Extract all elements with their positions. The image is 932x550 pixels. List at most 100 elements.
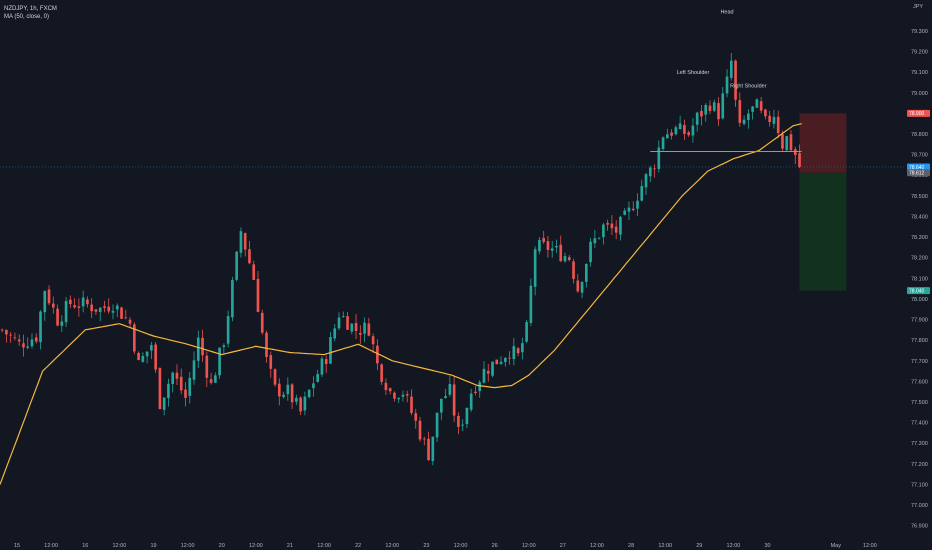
y-axis-tick-label: 79.300: [911, 29, 928, 35]
y-axis-tick-label: 78.800: [911, 132, 928, 138]
candle-body: [623, 210, 627, 215]
candle-body: [69, 299, 72, 305]
x-axis-tick-label: 19: [150, 543, 156, 549]
candle-body: [691, 125, 695, 136]
candle-body: [320, 358, 324, 375]
candle-body: [670, 132, 673, 136]
candle-body: [482, 368, 486, 383]
x-axis-tick-label: 12:00: [44, 543, 58, 549]
candle-body: [252, 264, 256, 280]
candle-body: [512, 346, 516, 360]
candle-body: [687, 132, 690, 136]
candle-body: [550, 248, 554, 251]
x-axis-tick-label: 12:00: [863, 543, 877, 549]
candle-body: [666, 134, 669, 139]
candle-body: [542, 237, 546, 242]
candle-body: [260, 312, 264, 333]
candle-body: [422, 438, 426, 440]
candle-body: [22, 343, 25, 348]
candle-body: [636, 200, 639, 209]
candle-body: [60, 321, 64, 326]
y-axis-tick-label: 79.100: [911, 70, 928, 76]
candle-body: [324, 359, 328, 365]
candle-body: [610, 223, 614, 229]
candle-body: [529, 285, 533, 323]
x-axis-tick-label: 29: [696, 543, 702, 549]
candle-body: [602, 224, 605, 238]
candle-body: [154, 344, 157, 370]
x-axis-tick-label: 28: [628, 543, 634, 549]
candle-body: [128, 319, 132, 324]
candle-body: [465, 407, 469, 425]
candle-body: [533, 249, 537, 287]
candle-body: [17, 339, 21, 342]
candle-body: [167, 383, 170, 399]
candle-body: [5, 329, 8, 335]
price-tag-box: [907, 109, 930, 117]
x-axis-tick-label: 12:00: [522, 543, 536, 549]
candle-body: [546, 241, 550, 250]
candle-body: [384, 382, 388, 391]
candle-body: [704, 104, 708, 115]
candle-body: [755, 99, 759, 108]
y-axis-tick-label: 76.900: [911, 524, 928, 530]
y-axis-tick-label: 77.100: [911, 482, 928, 488]
candle-body: [350, 323, 354, 332]
price-tag-box: [907, 287, 930, 295]
y-axis-tick-label: 77.200: [911, 462, 928, 468]
candle-body: [555, 245, 558, 248]
candle-body: [640, 186, 644, 201]
candle-body: [137, 352, 140, 361]
candle-body: [521, 343, 524, 353]
candle-body: [789, 134, 793, 151]
indicator-title[interactable]: MA (50, close, 0): [4, 14, 50, 20]
candle-body: [115, 305, 119, 310]
candle-body: [30, 339, 34, 347]
candle-body: [499, 361, 503, 364]
candle-body: [474, 391, 477, 394]
candle-body: [388, 388, 392, 392]
candle-body: [273, 369, 277, 385]
y-axis-tick-label: 78.400: [911, 214, 928, 220]
candle-body: [107, 306, 111, 312]
candle-body: [86, 299, 89, 305]
x-axis-tick-label: 12:00: [317, 543, 331, 549]
candle-body: [657, 147, 661, 170]
candle-body: [742, 119, 746, 124]
y-axis-tick-label: 78.100: [911, 276, 928, 282]
candle-body: [277, 383, 281, 397]
candle-body: [222, 345, 226, 348]
price-tag-label: 78.612: [909, 171, 925, 177]
candle-body: [205, 355, 209, 378]
x-axis-tick-label: 12:00: [590, 543, 604, 549]
candle-body: [503, 357, 507, 362]
candle-body: [414, 413, 418, 421]
candle-body: [376, 345, 379, 364]
candle-body: [282, 394, 285, 397]
candle-body: [461, 424, 464, 426]
price-tag-box: [907, 163, 930, 171]
y-axis-tick-label: 77.600: [911, 379, 928, 385]
head-label: Head: [720, 9, 733, 15]
candle-body: [653, 168, 656, 170]
candle-body: [563, 256, 567, 262]
x-axis-tick-label: 30: [764, 543, 770, 549]
price-tag-label: 78.900: [909, 111, 925, 117]
stop-loss-zone: [799, 113, 847, 173]
candle-body: [111, 310, 115, 313]
candle-body: [431, 436, 435, 461]
candle-body: [768, 115, 772, 123]
x-axis-tick-label: 12:00: [249, 543, 263, 549]
y-axis-tick-label: 77.000: [911, 503, 928, 509]
x-axis-tick-label: 12:00: [658, 543, 672, 549]
candle-body: [781, 134, 784, 149]
y-axis-tick-label: 77.700: [911, 359, 928, 365]
symbol-title[interactable]: NZDJPY, 1h, FXCM: [4, 6, 57, 12]
candle-body: [619, 216, 622, 235]
x-axis-tick-label: 26: [492, 543, 498, 549]
candle-body: [721, 93, 725, 119]
candle-body: [452, 384, 456, 416]
candle-body: [226, 316, 230, 344]
